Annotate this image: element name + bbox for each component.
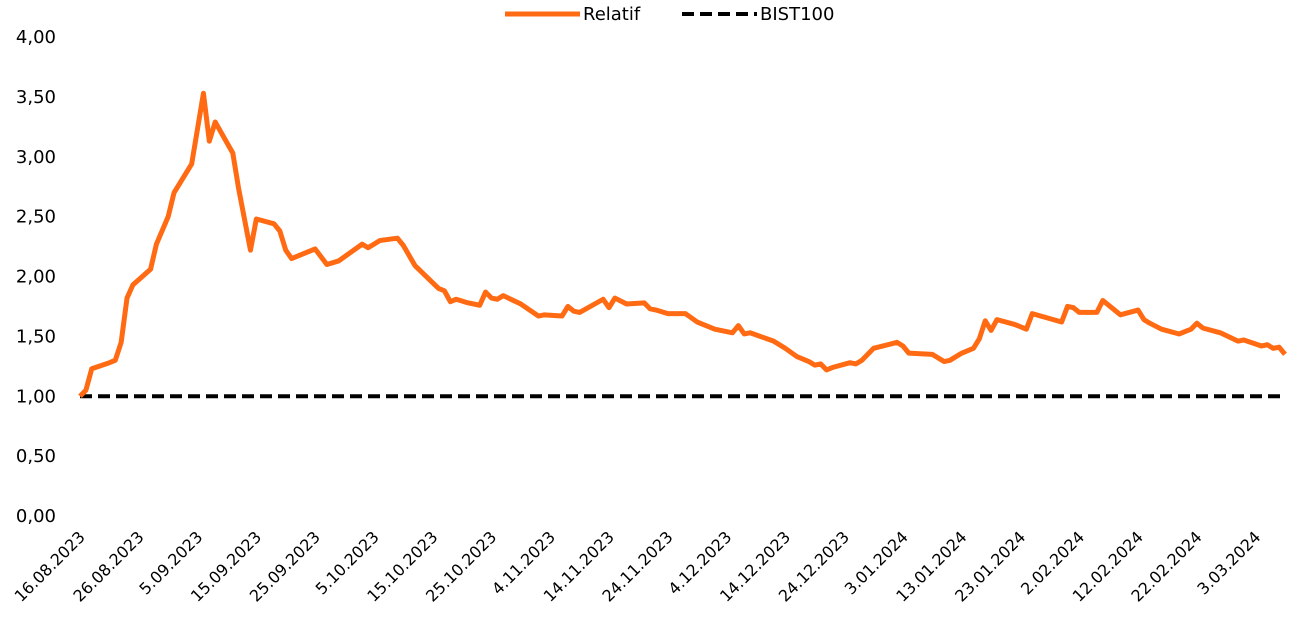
y-tick-label: 4,00 (16, 27, 56, 48)
x-tick-label: 3.03.2024 (1193, 527, 1264, 598)
y-tick-label: 1,50 (16, 326, 56, 347)
y-tick-label: 0,50 (16, 446, 56, 467)
legend-label: Relatif (583, 4, 641, 25)
legend-label: BIST100 (760, 4, 834, 25)
y-tick-label: 1,00 (16, 386, 56, 407)
y-tick-label: 2,00 (16, 267, 56, 288)
series-line (78, 90, 1287, 399)
y-tick-label: 0,00 (16, 506, 56, 527)
y-tick-label: 2,50 (16, 207, 56, 228)
y-tick-label: 3,00 (16, 147, 56, 168)
y-tick-label: 3,50 (16, 87, 56, 108)
